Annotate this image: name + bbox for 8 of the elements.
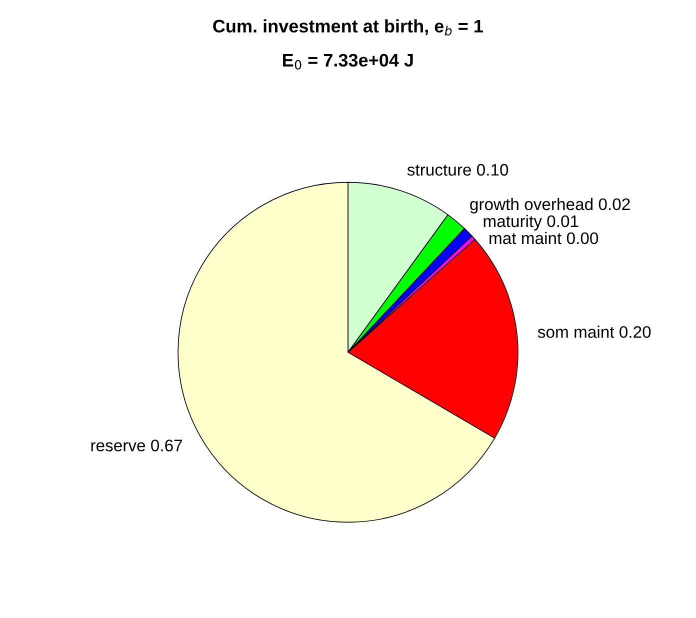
slice-label: mat maint 0.00 [490,232,598,244]
slice-label: growth overhead 0.02 [470,198,630,214]
chart-title: Cum. investment at birth, e$_{b}$ = 1 [213,19,483,36]
slice-label: structure 0.10 [407,164,508,176]
slice-label: som maint 0.20 [538,326,651,338]
chart-subtitle: E$_{0}$ = 7.33e+04 J [283,54,413,70]
slice-label: maturity 0.01 [484,214,578,230]
slice-label: reserve 0.67 [91,440,182,452]
